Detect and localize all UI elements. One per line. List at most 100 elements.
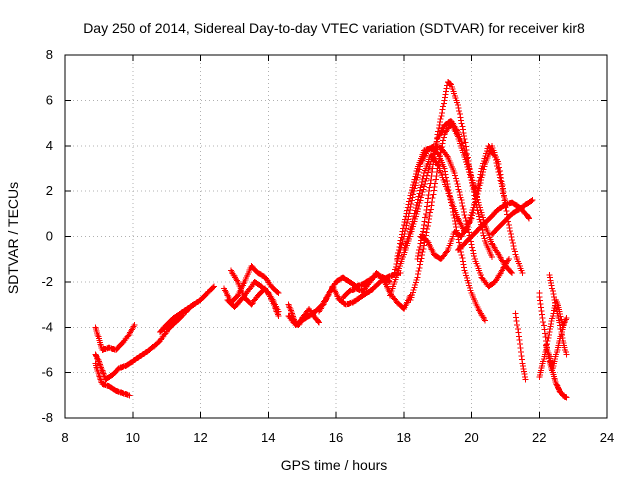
data-point xyxy=(563,394,570,401)
data-point xyxy=(452,175,459,182)
data-point xyxy=(424,199,431,206)
data-point xyxy=(455,105,462,112)
x-tick-label: 14 xyxy=(261,430,275,445)
data-point xyxy=(545,331,552,338)
data-point xyxy=(425,191,432,198)
data-point xyxy=(508,233,515,240)
data-point xyxy=(461,135,468,142)
data-point xyxy=(436,156,443,163)
data-point xyxy=(544,337,551,344)
data-point xyxy=(418,181,425,188)
data-point xyxy=(496,171,503,178)
data-point xyxy=(414,253,421,260)
data-point xyxy=(511,245,518,252)
data-point xyxy=(398,241,405,248)
data-point xyxy=(392,266,399,273)
x-tick-label: 24 xyxy=(600,430,614,445)
data-point xyxy=(316,319,323,326)
data-point xyxy=(470,250,477,257)
data-point xyxy=(210,284,217,291)
data-point xyxy=(419,189,426,196)
data-point xyxy=(548,282,555,289)
data-point xyxy=(472,196,479,203)
data-point xyxy=(402,228,409,235)
data-point xyxy=(469,182,476,189)
data-point xyxy=(419,175,426,182)
data-point xyxy=(505,222,512,229)
data-point xyxy=(451,218,458,225)
data-point xyxy=(466,285,473,292)
data-point xyxy=(494,165,501,172)
data-point xyxy=(456,191,463,198)
data-point xyxy=(417,163,424,170)
data-point xyxy=(551,297,558,304)
data-point xyxy=(414,256,421,263)
data-point xyxy=(552,303,559,310)
data-point xyxy=(465,222,472,229)
data-point xyxy=(391,269,398,276)
data-point xyxy=(470,204,477,211)
data-point xyxy=(402,225,409,232)
data-point xyxy=(414,171,421,178)
data-point xyxy=(467,169,474,176)
data-point xyxy=(437,119,444,126)
data-point xyxy=(507,228,514,235)
data-point xyxy=(424,226,431,233)
data-point xyxy=(452,221,459,228)
y-tick-label: 4 xyxy=(46,138,53,153)
data-point xyxy=(451,169,458,176)
data-point xyxy=(434,131,441,138)
data-point xyxy=(542,334,549,341)
data-point xyxy=(494,162,501,169)
data-point xyxy=(274,289,281,296)
data-point xyxy=(315,318,322,325)
data-point xyxy=(419,252,426,259)
data-point xyxy=(468,209,475,216)
data-point xyxy=(437,115,444,122)
data-point xyxy=(410,286,417,293)
data-point xyxy=(95,357,102,364)
data-point xyxy=(549,285,556,292)
data-point xyxy=(456,189,463,196)
data-point xyxy=(429,165,436,172)
data-point xyxy=(430,161,437,168)
data-point xyxy=(457,114,464,121)
data-point xyxy=(454,101,461,108)
data-point xyxy=(443,152,450,159)
data-point xyxy=(464,277,471,284)
data-point xyxy=(458,252,465,259)
data-point xyxy=(413,276,420,283)
data-point xyxy=(399,238,406,245)
data-point xyxy=(438,143,445,150)
data-point xyxy=(464,154,471,161)
data-point xyxy=(409,218,416,225)
data-point xyxy=(433,138,440,145)
data-point xyxy=(440,134,447,141)
y-tick-label: -4 xyxy=(41,319,53,334)
data-point xyxy=(556,319,563,326)
data-point xyxy=(401,219,408,226)
data-point xyxy=(421,242,428,249)
data-point xyxy=(275,312,282,319)
data-point xyxy=(475,210,482,217)
data-point xyxy=(456,239,463,246)
data-point xyxy=(465,280,472,287)
data-point xyxy=(414,196,421,203)
data-point xyxy=(416,246,423,253)
data-point xyxy=(412,279,419,286)
data-point xyxy=(411,210,418,217)
data-point xyxy=(412,281,419,288)
data-point xyxy=(457,194,464,201)
x-tick-label: 8 xyxy=(61,430,68,445)
data-point xyxy=(471,253,478,260)
data-point xyxy=(427,176,434,183)
data-point xyxy=(423,207,430,214)
data-point xyxy=(404,219,411,226)
data-point xyxy=(422,210,429,217)
data-point xyxy=(414,199,421,206)
data-point xyxy=(467,214,474,221)
data-point xyxy=(466,217,473,224)
data-point xyxy=(420,245,427,252)
data-point xyxy=(515,329,522,336)
